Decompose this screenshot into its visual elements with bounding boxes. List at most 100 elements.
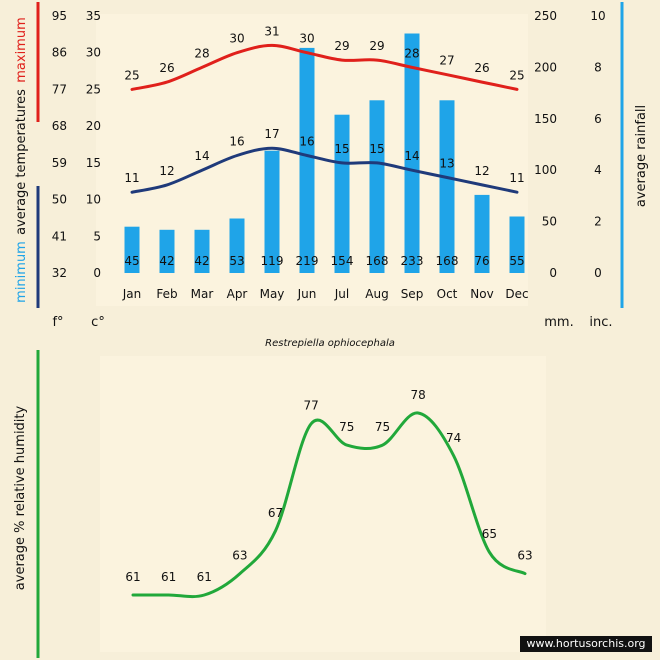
rainfall-bar-label: 55 xyxy=(509,254,524,268)
month-label: Apr xyxy=(227,287,248,301)
maximum-value-label: 28 xyxy=(194,46,209,60)
maximum-value-label: 25 xyxy=(124,68,139,82)
maximum-value-label: 28 xyxy=(404,46,419,60)
tick-label: 10 xyxy=(590,9,605,23)
tick-label: 2 xyxy=(594,215,602,229)
humidity-value-label: 74 xyxy=(446,431,461,445)
rainfall-bar xyxy=(404,33,420,273)
month-label: Sep xyxy=(401,287,424,301)
tick-label: 50 xyxy=(542,215,557,229)
minimum-temperature-line xyxy=(130,146,519,194)
humidity-value-label: 63 xyxy=(517,549,532,563)
humidity-value-label: 67 xyxy=(268,506,283,520)
unit-celsius: c° xyxy=(91,315,105,330)
axis-title-minimum: minimum xyxy=(14,241,29,303)
tick-label: 35 xyxy=(86,9,101,23)
maximum-value-label: 30 xyxy=(299,32,314,46)
rainfall-bar-label: 119 xyxy=(261,254,284,268)
month-label: Aug xyxy=(365,287,388,301)
tick-label: 0 xyxy=(549,266,557,280)
rainfall-bar xyxy=(229,218,245,273)
rainfall-inch-tick-labels: 0 2 4 6 8 10 xyxy=(590,9,605,280)
maximum-value-label: 25 xyxy=(509,68,524,82)
rainfall-bar xyxy=(334,114,350,273)
tick-label: 0 xyxy=(594,266,602,280)
rainfall-bar xyxy=(299,47,315,274)
humidity-value-label: 63 xyxy=(232,549,247,563)
rainfall-bar-label: 42 xyxy=(194,254,209,268)
tick-label: 0 xyxy=(93,266,101,280)
rainfall-bar xyxy=(159,229,175,273)
rainfall-bar-label: 42 xyxy=(159,254,174,268)
rainfall-bar xyxy=(474,194,490,273)
month-label: Mar xyxy=(191,287,214,301)
tick-label: 15 xyxy=(86,156,101,170)
humidity-line xyxy=(131,411,527,599)
month-label: Dec xyxy=(505,287,528,301)
tick-label: 5 xyxy=(93,229,101,243)
minimum-value-label: 11 xyxy=(509,171,524,185)
rainfall-bar-labels: 45 42 42 53 119 219 154 168 233 168 76 55 xyxy=(124,254,524,268)
unit-fahrenheit: f° xyxy=(52,315,63,330)
minimum-value-label: 11 xyxy=(124,171,139,185)
rainfall-bar-label: 53 xyxy=(229,254,244,268)
rainfall-bar xyxy=(369,100,385,273)
minimum-value-label: 17 xyxy=(264,127,279,141)
month-label: Jan xyxy=(122,287,142,301)
rainfall-bar-label: 233 xyxy=(401,254,424,268)
watermark: www.hortusorchis.org xyxy=(520,636,652,652)
month-axis-labels: Jan Feb Mar Apr May Jun Jul Aug Sep Oct Nov Dec xyxy=(122,287,529,301)
celsius-tick-labels: 0 5 10 15 20 25 30 35 xyxy=(86,9,101,280)
minimum-value-label: 16 xyxy=(229,135,244,149)
minimum-value-label: 14 xyxy=(404,149,419,163)
minimum-value-label: 13 xyxy=(439,157,454,171)
month-label: May xyxy=(260,287,285,301)
rainfall-bar xyxy=(124,226,140,273)
tick-label: 41 xyxy=(52,229,67,243)
tick-label: 200 xyxy=(534,60,557,74)
rainfall-bar-label: 168 xyxy=(436,254,459,268)
humidity-panel xyxy=(100,356,546,652)
chart-title: Restrepiella ophiocephala xyxy=(265,338,395,349)
minimum-value-label: 15 xyxy=(369,142,384,156)
axis-title-average-rainfall: average rainfall xyxy=(634,105,649,207)
month-label: Feb xyxy=(156,287,177,301)
rainfall-bar-label: 219 xyxy=(296,254,319,268)
maximum-value-label: 26 xyxy=(474,61,489,75)
month-label: Nov xyxy=(470,287,493,301)
minimum-value-label: 14 xyxy=(194,149,209,163)
tick-label: 6 xyxy=(594,112,602,126)
tick-label: 25 xyxy=(86,82,101,96)
maximum-value-label: 29 xyxy=(369,39,384,53)
maximum-temperature-line xyxy=(130,43,519,91)
tick-label: 8 xyxy=(594,60,602,74)
axis-title-average-temperatures: average temperatures xyxy=(14,89,29,235)
rainfall-bars xyxy=(124,33,525,274)
tick-label: 59 xyxy=(52,156,67,170)
rainfall-bar xyxy=(264,150,280,273)
rainfall-bar-label: 154 xyxy=(331,254,354,268)
humidity-value-label: 61 xyxy=(161,570,176,584)
unit-mm: mm. xyxy=(544,315,573,330)
rainfall-bar xyxy=(439,100,455,273)
tick-label: 86 xyxy=(52,46,67,60)
maximum-value-label: 26 xyxy=(159,61,174,75)
fahrenheit-tick-labels: 32 41 50 59 68 77 86 95 xyxy=(52,9,67,280)
maximum-value-label: 31 xyxy=(264,24,279,38)
humidity-value-label: 78 xyxy=(410,388,425,402)
maximum-value-label: 27 xyxy=(439,54,454,68)
tick-label: 150 xyxy=(534,112,557,126)
maximum-value-label: 30 xyxy=(229,32,244,46)
humidity-value-label: 75 xyxy=(375,420,390,434)
unit-inches: inc. xyxy=(589,315,612,330)
month-label: Jun xyxy=(297,287,317,301)
humidity-value-label: 61 xyxy=(125,570,140,584)
tick-label: 4 xyxy=(594,163,602,177)
axis-title-humidity: average % relative humidity xyxy=(13,405,28,590)
month-label: Oct xyxy=(437,287,458,301)
tick-label: 68 xyxy=(52,119,67,133)
humidity-value-label: 77 xyxy=(304,399,319,413)
tick-label: 32 xyxy=(52,266,67,280)
rainfall-bar xyxy=(194,229,210,273)
